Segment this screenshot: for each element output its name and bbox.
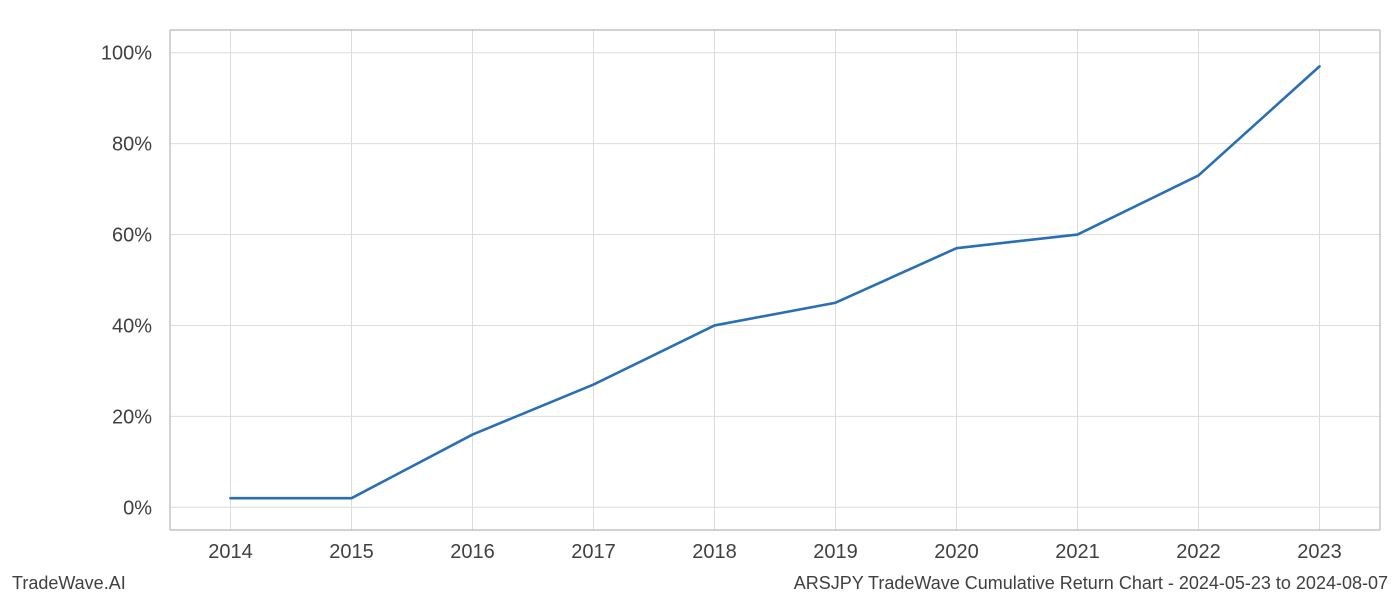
x-tick-label: 2018 xyxy=(692,541,737,563)
x-tick-label: 2014 xyxy=(208,541,253,563)
x-tick-label: 2022 xyxy=(1176,541,1221,563)
y-tick-labels: 0% 20% 40% 60% 80% 100% xyxy=(101,43,152,520)
grid xyxy=(170,30,1380,530)
footer-left: TradeWave.AI xyxy=(12,573,126,594)
chart-container: 2014 2015 2016 2017 2018 2019 2020 2021 2022 2023… xyxy=(0,0,1400,600)
y-tick-label: 40% xyxy=(112,315,152,337)
footer-right: ARSJPY TradeWave Cumulative Return Chart… xyxy=(794,573,1388,594)
y-tick-label: 80% xyxy=(112,134,152,156)
x-tick-label: 2020 xyxy=(934,541,979,563)
y-tick-label: 100% xyxy=(101,43,152,65)
chart-svg: 2014 2015 2016 2017 2018 2019 2020 2021 2022 2023… xyxy=(0,0,1400,600)
x-tick-label: 2023 xyxy=(1297,541,1342,563)
y-tick-label: 60% xyxy=(112,225,152,247)
y-tick-label: 20% xyxy=(112,406,152,428)
x-tick-label: 2021 xyxy=(1055,541,1100,563)
x-tick-labels: 2014 2015 2016 2017 2018 2019 2020 2021 2022 2023 xyxy=(208,541,1342,563)
x-tick-label: 2015 xyxy=(329,541,374,563)
y-tick-label: 0% xyxy=(123,497,152,519)
x-tick-label: 2017 xyxy=(571,541,616,563)
x-tick-label: 2019 xyxy=(813,541,858,563)
x-tick-label: 2016 xyxy=(450,541,495,563)
return-line xyxy=(231,66,1320,498)
